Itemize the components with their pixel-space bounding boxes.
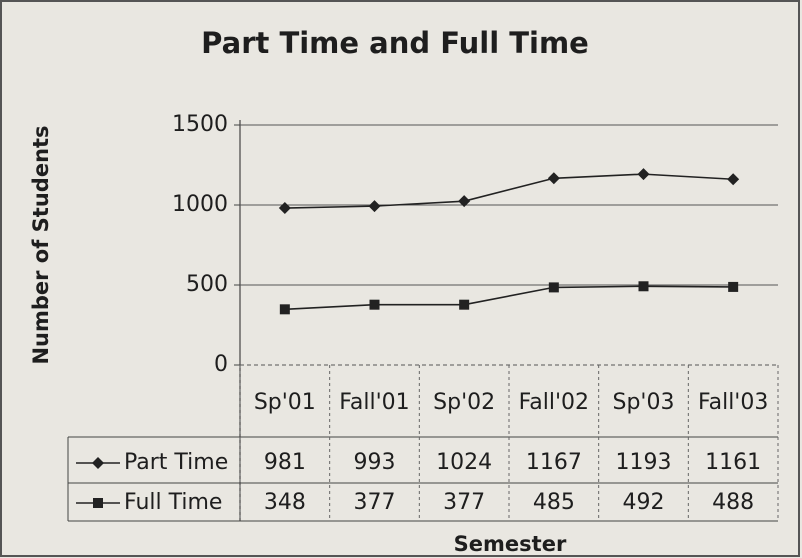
- marker: [278, 202, 291, 215]
- marker: [368, 200, 381, 213]
- marker: [638, 281, 649, 292]
- table-value: 981: [264, 450, 306, 475]
- legend-label: Full Time: [124, 490, 222, 515]
- y-tick-label: 0: [214, 352, 228, 377]
- y-tick-label: 1000: [172, 192, 228, 217]
- marker: [728, 281, 739, 292]
- table-value: 377: [354, 490, 396, 515]
- marker: [548, 282, 559, 293]
- x-axis-label: Semester: [454, 532, 567, 556]
- marker: [93, 498, 103, 508]
- x-tick-label: Sp'01: [254, 390, 316, 415]
- series-line: [284, 173, 734, 209]
- marker: [637, 168, 650, 181]
- marker: [547, 172, 560, 185]
- x-tick-label: Fall'02: [519, 390, 589, 415]
- legend-label: Part Time: [124, 450, 228, 475]
- series-line: [284, 285, 734, 311]
- marker: [727, 173, 740, 186]
- y-axis-label: Number of Students: [29, 125, 53, 364]
- table-value: 485: [533, 490, 575, 515]
- table-value: 488: [712, 490, 754, 515]
- table-value: 348: [264, 490, 306, 515]
- x-tick-label: Sp'02: [433, 390, 495, 415]
- table-value: 1167: [526, 450, 582, 475]
- table-value: 993: [354, 450, 396, 475]
- marker: [369, 299, 380, 310]
- table-value: 377: [443, 490, 485, 515]
- marker: [279, 304, 290, 315]
- table-value: 1193: [616, 450, 672, 475]
- x-tick-label: Fall'03: [698, 390, 768, 415]
- y-tick-label: 500: [186, 272, 228, 297]
- x-tick-label: Sp'03: [613, 390, 675, 415]
- marker: [458, 195, 471, 208]
- chart-title: Part Time and Full Time: [201, 26, 589, 60]
- table-value: 1024: [436, 450, 492, 475]
- marker: [92, 457, 104, 469]
- marker: [459, 299, 470, 310]
- x-tick-label: Fall'01: [339, 390, 409, 415]
- y-tick-label: 1500: [172, 112, 228, 137]
- table-value: 1161: [705, 450, 761, 475]
- table-value: 492: [623, 490, 665, 515]
